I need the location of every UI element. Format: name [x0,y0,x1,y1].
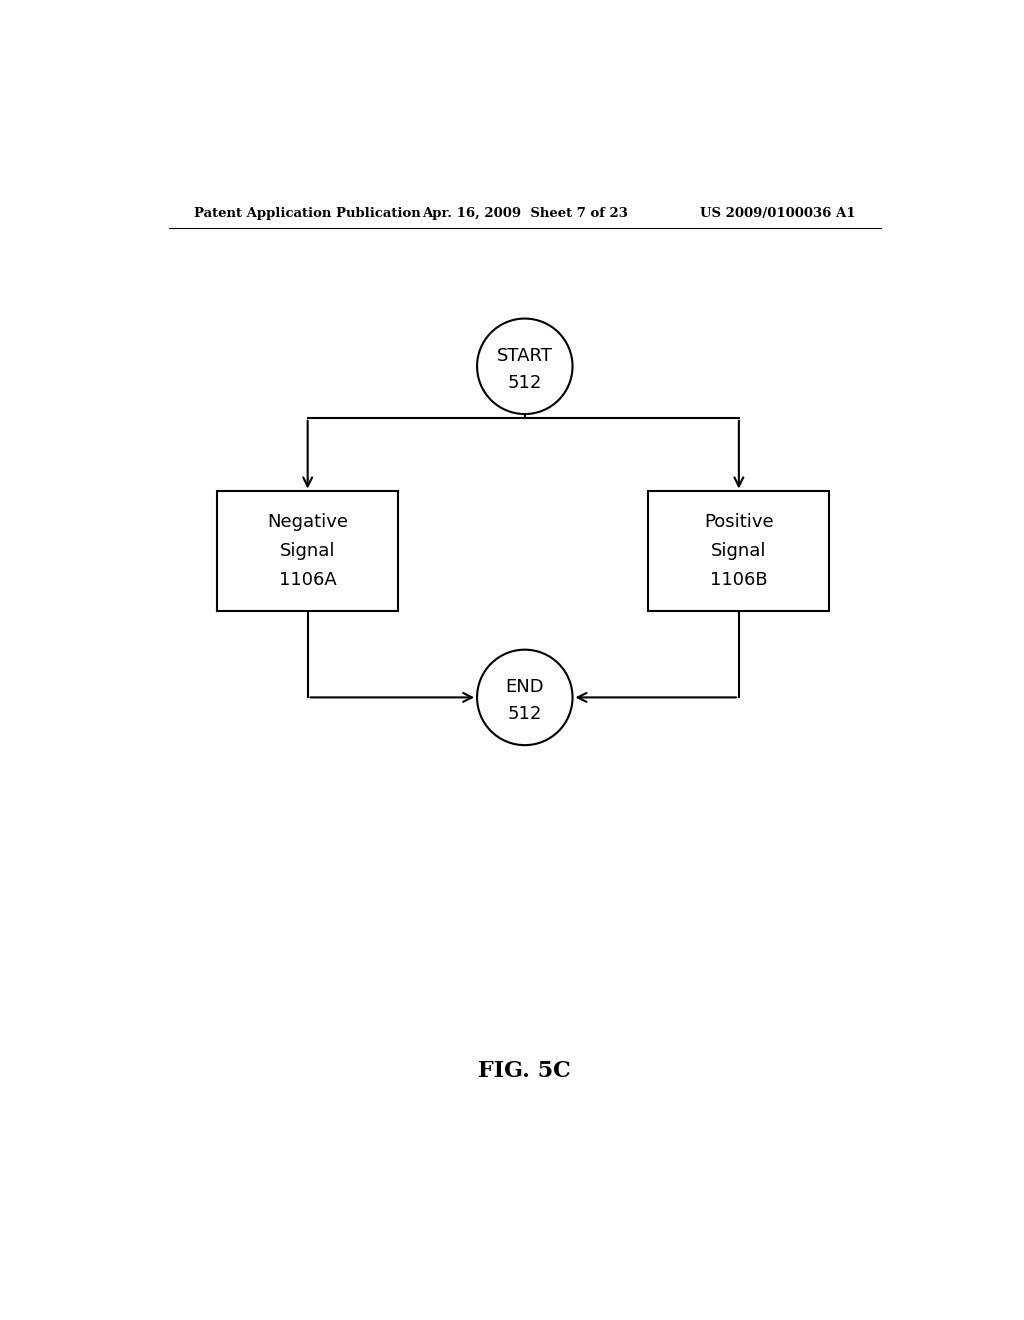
Text: 1106B: 1106B [710,572,768,589]
Text: Signal: Signal [711,543,767,560]
Circle shape [477,318,572,414]
Text: 1106A: 1106A [279,572,337,589]
Text: Signal: Signal [280,543,336,560]
Circle shape [477,649,572,744]
Text: Apr. 16, 2009  Sheet 7 of 23: Apr. 16, 2009 Sheet 7 of 23 [422,207,628,220]
Text: Patent Application Publication: Patent Application Publication [194,207,421,220]
Bar [217,491,398,611]
Text: US 2009/0100036 A1: US 2009/0100036 A1 [700,207,856,220]
Bar [648,491,829,611]
Text: Negative: Negative [267,513,348,531]
Text: FIG. 5C: FIG. 5C [478,1060,571,1082]
Text: Positive: Positive [705,513,774,531]
Text: END: END [506,677,544,696]
Text: START: START [497,347,553,364]
Text: 512: 512 [508,705,542,723]
Text: 512: 512 [508,375,542,392]
